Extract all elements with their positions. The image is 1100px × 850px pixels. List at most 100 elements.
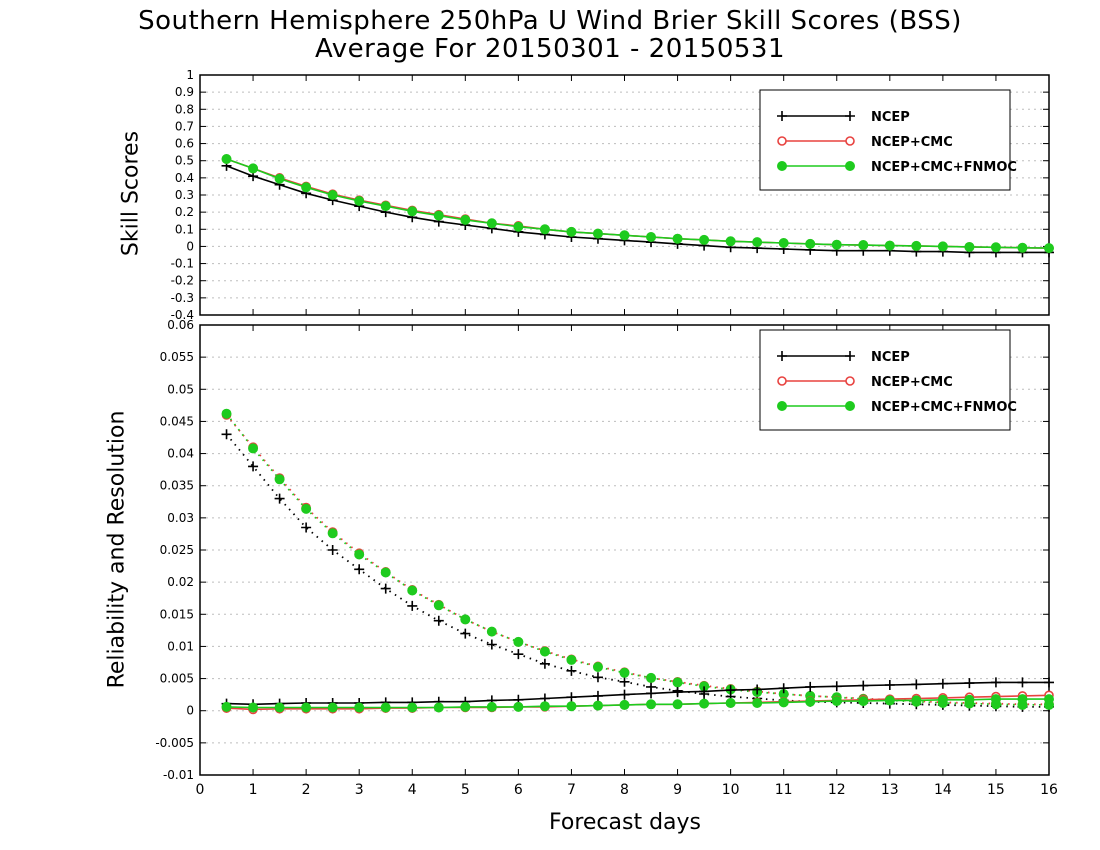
data-point-ncep-cmc-fnmoc [301,182,312,193]
data-point-ncep-cmc-fnmoc-resolution [566,654,577,665]
data-point-ncep-cmc-fnmoc-reliability [248,702,259,713]
data-point-ncep-cmc-fnmoc-resolution [380,567,391,578]
data-point-ncep-reliability [699,686,710,697]
data-point-ncep-cmc-fnmoc [274,173,285,184]
y-tick-label: 0 [186,704,194,718]
data-point-ncep-cmc-fnmoc [354,196,365,206]
series-line-ncep-cmc-fnmoc-resolution [225,413,1049,706]
legend-label: NCEP+CMC+FNMOC [871,160,1017,175]
data-point-ncep-cmc-fnmoc-reliability [407,702,418,713]
series-ncep-resolution [221,429,1054,712]
data-point-ncep-resolution [354,564,365,575]
data-point-ncep-cmc-fnmoc-resolution [539,646,550,657]
data-point-ncep-cmc-fnmoc-resolution [460,614,471,625]
data-point-ncep-cmc-fnmoc [539,224,550,235]
data-point-ncep-reliability [592,690,603,701]
legend-marker [845,111,855,121]
data-point-ncep-cmc-fnmoc-resolution [672,677,683,688]
y-tick-label: 0.1 [175,222,194,236]
data-point-ncep-cmc-fnmoc-resolution [592,662,603,672]
data-point-ncep-resolution [248,461,259,472]
data-point-ncep-reliability [858,680,869,691]
skill-score-panel: -0.4 -0.3 -0.2 -0.1 0 0.1 0.2 0.3 0.4 0.5 0.6 0.7 0.… [171,68,1054,322]
data-point-ncep-reliability [646,688,657,699]
data-point-ncep-cmc-fnmoc-reliability [619,699,630,710]
legend-label: NCEP+CMC+FNMOC [871,400,1017,415]
x-tick-label: 9 [673,782,682,798]
data-point-ncep-reliability [964,678,975,689]
data-point-ncep-cmc-fnmoc [619,230,630,241]
data-point-ncep-cmc-fnmoc [566,226,577,237]
y-tick-label: -0.005 [155,736,194,750]
data-point-ncep-cmc-fnmoc [964,241,975,252]
data-point-ncep-cmc-fnmoc-reliability [990,694,1001,705]
data-point-ncep-cmc-fnmoc-reliability [221,701,232,712]
plot-frame [199,74,1050,316]
legend-marker [777,351,787,361]
data-point-ncep-cmc-fnmoc-reliability [699,698,710,709]
data-point-ncep-cmc-fnmoc-reliability [1044,694,1054,705]
legend-label: NCEP+CMC [871,375,953,390]
data-point-ncep-cmc-fnmoc [911,240,922,251]
data-point-ncep-resolution [592,672,603,683]
data-point-ncep-cmc-fnmoc-reliability [327,702,338,713]
data-point-ncep-reliability [884,680,895,690]
plot-frame [199,324,1050,776]
data-point-ncep-cmc-fnmoc-resolution [407,585,418,596]
data-point-ncep-cmc-fnmoc-reliability [354,702,365,713]
legend-marker [777,401,787,411]
y-tick-label: 0.055 [160,350,194,364]
data-point-ncep-cmc-fnmoc [778,238,789,248]
data-point-ncep-cmc-fnmoc [380,201,391,212]
reliability-resolution-panel: -0.01 -0.005 0 0.005 0.01 0.015 0.02 0.025 0.03 0… [155,318,1058,798]
y-tick-label: 1 [186,68,194,82]
data-point-ncep-cmc-fnmoc-reliability [725,698,736,708]
data-point-ncep-cmc-fnmoc-resolution [354,549,365,560]
x-tick-label: 10 [722,782,740,798]
series-ncep-cmc-resolution [221,410,1054,710]
y-tick-label: 0.6 [175,137,194,151]
y-tick-label: 0.7 [175,119,194,133]
x-tick-label: 3 [355,782,364,798]
data-point-ncep-cmc-fnmoc-reliability [433,702,444,713]
data-point-ncep-cmc-fnmoc [858,240,869,251]
data-point-ncep-cmc-fnmoc-resolution [248,443,259,454]
data-point-ncep-cmc-fnmoc [937,241,948,252]
data-point-ncep-cmc-fnmoc [221,154,232,164]
y-tick-label: 0.025 [160,543,194,557]
y-tick-label: 0.045 [160,414,194,428]
data-point-ncep-cmc-fnmoc-reliability [566,701,577,712]
legend-marker [845,376,855,386]
y-tick-label: 0.3 [175,188,194,202]
data-point-ncep-resolution [566,665,577,676]
legend-marker [777,376,787,386]
legend-marker [845,351,855,361]
y-tick-label: 0.9 [175,85,194,99]
data-point-ncep-cmc-fnmoc-reliability [380,702,391,713]
y-tick-label: 0.005 [160,672,194,686]
x-tick-label: 16 [1040,782,1058,798]
x-tick-label: 4 [408,782,417,798]
data-point-ncep-cmc-fnmoc-reliability [646,699,657,710]
series-line-ncep-cmc-resolution [225,414,1049,706]
data-point-ncep-reliability [566,692,577,703]
data-point-ncep-cmc-fnmoc-reliability [460,701,471,712]
data-point-ncep-cmc-fnmoc [725,236,736,247]
data-point-ncep-cmc-fnmoc [433,210,444,221]
legend-marker [845,401,855,411]
data-point-ncep-cmc-fnmoc-reliability [858,696,869,707]
x-tick-label: 15 [987,782,1005,798]
data-point-ncep-cmc-fnmoc-resolution [301,503,312,514]
data-point-ncep-cmc-fnmoc-reliability [539,701,550,712]
chart-subtitle: Average For 20150301 - 20150531 [314,34,785,64]
y-tick-label: 0.04 [167,447,194,461]
data-point-ncep-resolution [619,676,630,687]
data-point-ncep-cmc-fnmoc-reliability [937,694,948,705]
x-tick-label: 11 [775,782,793,798]
series-line-ncep-reliability [226,681,1049,706]
x-tick-label: 14 [934,782,952,798]
y-tick-label: 0.8 [175,102,194,116]
y-tick-label: 0.5 [175,154,194,168]
y-tick-label: 0.01 [167,639,194,653]
x-tick-label: 1 [249,782,258,798]
